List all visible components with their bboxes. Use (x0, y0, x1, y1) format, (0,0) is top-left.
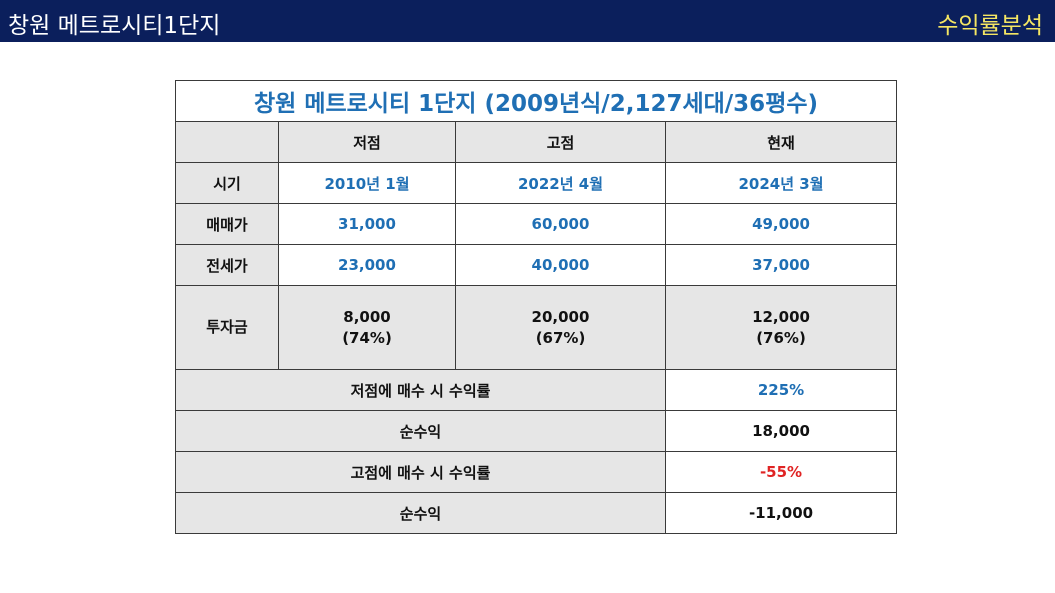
table-caption: 창원 메트로시티 1단지 (2009년식/2,127세대/36평수) (174, 80, 898, 122)
page-title: 창원 메트로시티1단지 (8, 13, 221, 39)
table-row: 투자금 8,000 (74%) 20,000 (67%) 12,000 (76%… (175, 285, 898, 370)
row-label-jeonse-price: 전세가 (175, 244, 279, 286)
summary-label-low-profit: 순수익 (175, 410, 666, 452)
row-label-sale-price: 매매가 (175, 203, 279, 245)
summary-label-high-profit: 순수익 (175, 492, 666, 534)
investment-current: 12,000 (76%) (664, 285, 898, 370)
header-corner-cell (175, 121, 279, 163)
period-high: 2022년 4월 (455, 162, 666, 204)
summary-label-low-return: 저점에 매수 시 수익률 (175, 369, 666, 411)
investment-high-pct: (67%) (535, 328, 586, 347)
sale-price-current: 49,000 (664, 203, 898, 245)
summary-row: 순수익 18,000 (175, 410, 898, 452)
summary-value-high-return: -55% (664, 451, 898, 493)
table-header-row: 저점 고점 현재 (175, 121, 898, 163)
section-badge: 수익률분석 (937, 13, 1043, 39)
investment-low-pct: (74%) (342, 328, 392, 347)
summary-row: 저점에 매수 시 수익률 225% (175, 369, 898, 411)
column-header-high: 고점 (455, 121, 666, 163)
summary-label-high-return: 고점에 매수 시 수익률 (175, 451, 666, 493)
table-row: 매매가 31,000 60,000 49,000 (175, 203, 898, 245)
investment-high: 20,000 (67%) (455, 285, 666, 370)
period-low: 2010년 1월 (278, 162, 456, 204)
summary-row: 순수익 -11,000 (175, 492, 898, 534)
column-header-low: 저점 (278, 121, 456, 163)
summary-row: 고점에 매수 시 수익률 -55% (175, 451, 898, 493)
investment-current-amount: 12,000 (752, 307, 810, 326)
jeonse-price-current: 37,000 (664, 244, 898, 286)
summary-value-low-return: 225% (664, 369, 898, 411)
sale-price-low: 31,000 (278, 203, 456, 245)
period-current: 2024년 3월 (664, 162, 898, 204)
header-bar: 창원 메트로시티1단지 수익률분석 (0, 0, 1055, 42)
summary-value-low-profit: 18,000 (664, 410, 898, 452)
sale-price-high: 60,000 (455, 203, 666, 245)
investment-low: 8,000 (74%) (278, 285, 456, 370)
row-label-investment: 투자금 (175, 285, 279, 370)
investment-high-amount: 20,000 (531, 307, 590, 326)
returns-table: 창원 메트로시티 1단지 (2009년식/2,127세대/36평수) 저점 고점… (174, 80, 898, 534)
row-label-period: 시기 (175, 162, 279, 204)
investment-current-pct: (76%) (756, 328, 806, 347)
table-row: 전세가 23,000 40,000 37,000 (175, 244, 898, 286)
summary-value-high-profit: -11,000 (664, 492, 898, 534)
jeonse-price-low: 23,000 (278, 244, 456, 286)
table-row: 시기 2010년 1월 2022년 4월 2024년 3월 (175, 162, 898, 204)
jeonse-price-high: 40,000 (455, 244, 666, 286)
investment-low-amount: 8,000 (343, 307, 391, 326)
column-header-current: 현재 (664, 121, 898, 163)
